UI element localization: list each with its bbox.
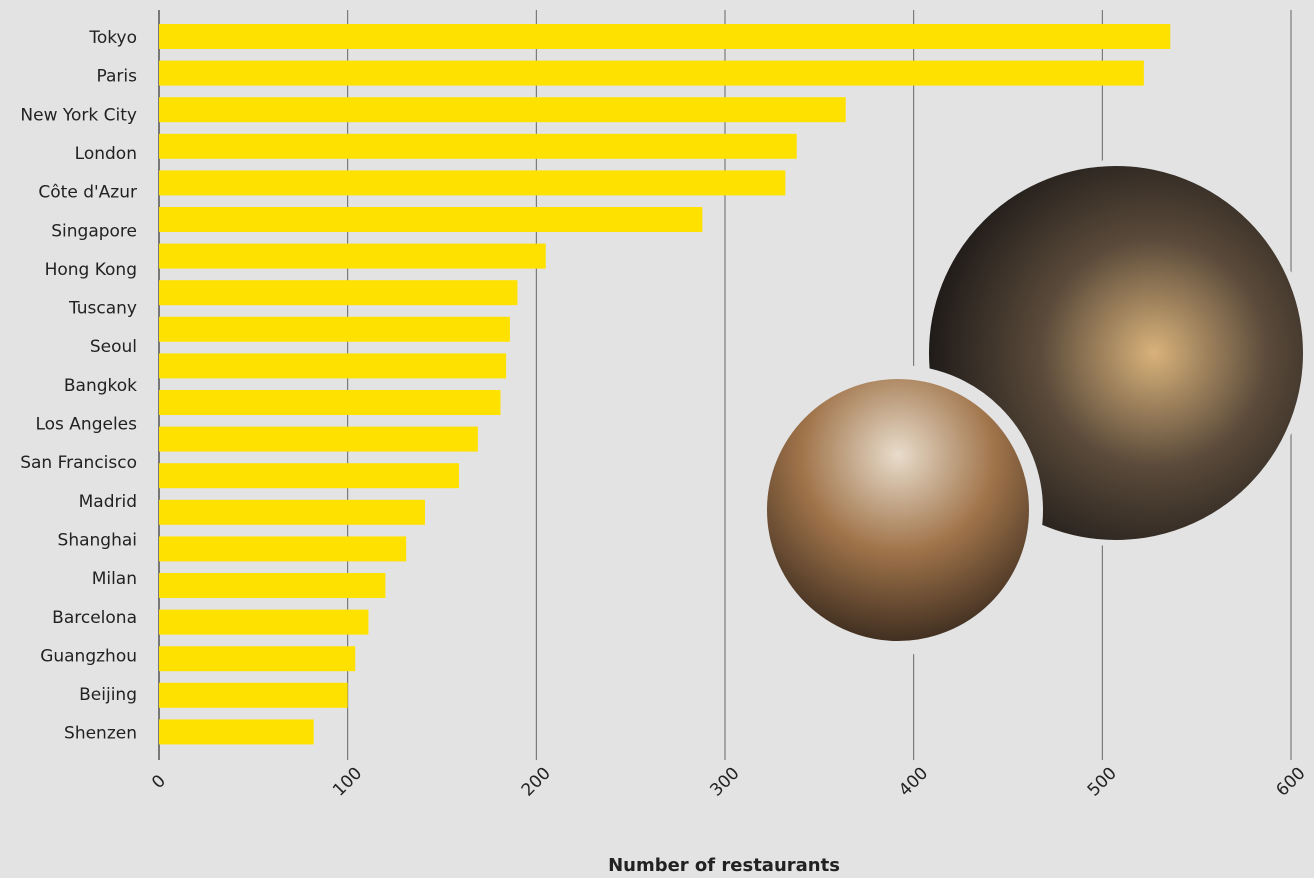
y-tick-label: Shenzen — [64, 724, 137, 744]
x-axis-title: Number of restaurants — [608, 855, 840, 876]
photo-chef — [753, 365, 1043, 655]
y-tick-label: Barcelona — [52, 608, 137, 628]
bar — [159, 60, 1144, 86]
bar — [159, 499, 426, 525]
y-tick-label: Los Angeles — [35, 415, 137, 435]
bar — [159, 316, 510, 342]
y-tick-label: Bangkok — [64, 376, 137, 396]
y-tick-label: Paris — [97, 67, 138, 87]
bar — [159, 682, 348, 708]
bar — [159, 390, 501, 415]
y-tick-label: Madrid — [79, 492, 137, 512]
bar — [159, 133, 797, 159]
bar — [159, 280, 518, 306]
bar — [159, 573, 386, 598]
y-tick-label: Seoul — [90, 337, 137, 357]
y-tick-label: Milan — [92, 569, 137, 589]
y-tick-label: Beijing — [79, 685, 137, 705]
bar — [159, 207, 703, 232]
bar — [159, 24, 1171, 49]
y-tick-label: San Francisco — [20, 453, 137, 473]
y-tick-label: Côte d'Azur — [38, 183, 137, 203]
bar — [159, 426, 478, 452]
bar — [159, 170, 786, 196]
y-tick-label: Tuscany — [68, 299, 137, 319]
y-tick-label: Singapore — [51, 221, 137, 241]
bar — [159, 646, 356, 672]
bar — [159, 719, 314, 745]
bar — [159, 97, 846, 123]
bars — [159, 24, 1171, 745]
y-tick-label: Tokyo — [88, 28, 137, 48]
y-tick-label: Hong Kong — [45, 260, 137, 280]
bar — [159, 353, 507, 379]
bar — [159, 609, 369, 635]
y-tick-label: Shanghai — [58, 530, 137, 550]
bar — [159, 463, 459, 489]
y-tick-label: London — [75, 144, 137, 164]
y-tick-label: New York City — [20, 105, 137, 125]
y-tick-label: Guangzhou — [40, 646, 137, 666]
bar — [159, 243, 546, 269]
bar — [159, 536, 407, 562]
